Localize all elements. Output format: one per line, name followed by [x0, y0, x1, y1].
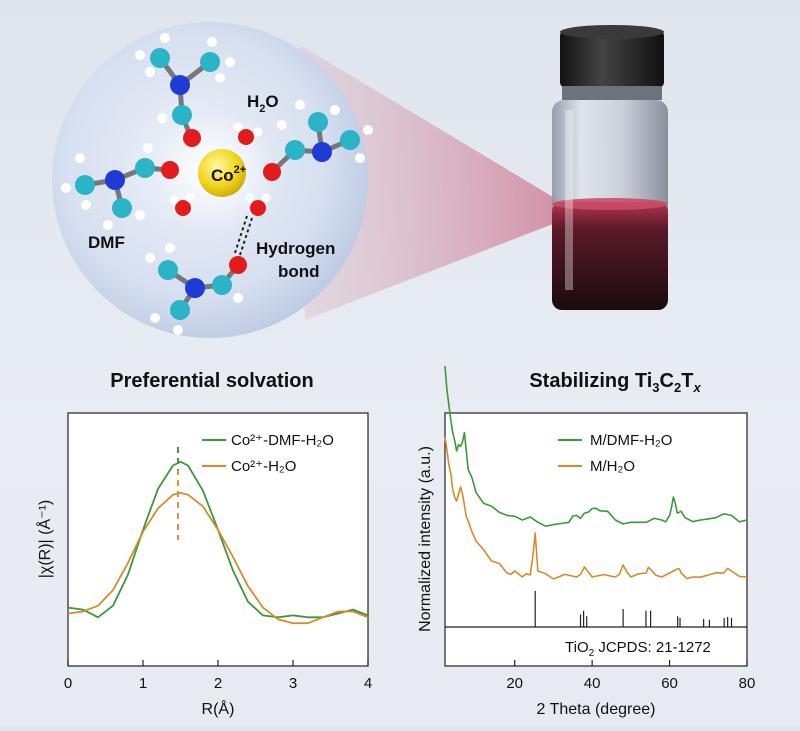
cobalt-ion — [198, 149, 246, 197]
dmf-molecule-top — [135, 33, 235, 147]
xrd-plot-area — [444, 412, 748, 667]
xrd-xlabel: 2 Theta (degree) — [537, 701, 656, 718]
exafs-chart: 0 1 2 3 4 Co²⁺-DMF-H₂O Co²⁺-H₂O R(Å) |χ(R)| … — [35, 412, 372, 718]
xrd-ylabel: Normalized intensity (a.u.) — [417, 446, 434, 632]
xrd-xtick-label: 80 — [739, 675, 756, 692]
exafs-series-1 — [67, 491, 369, 625]
vial-cap — [560, 30, 664, 88]
exafs-xtick-label: 3 — [289, 675, 297, 692]
exafs-xtick-label: 1 — [139, 675, 147, 692]
xrd-xtick-label: 60 — [661, 675, 678, 692]
xrd-xtick-label: 20 — [506, 675, 523, 692]
exafs-legend-green: Co²⁺-DMF-H₂O — [231, 432, 334, 449]
exafs-xtick-label: 4 — [364, 675, 372, 692]
exafs-xlabel: R(Å) — [202, 699, 235, 718]
exafs-xtick-label: 2 — [214, 675, 222, 692]
right-section-title: Stabilizing Ti3C2Tx — [529, 370, 701, 395]
xrd-series-1 — [444, 436, 748, 580]
exafs-plot-area — [67, 412, 369, 667]
cobalt-ion-label: Co2+ — [211, 164, 246, 185]
xrd-legend-green: M/DMF-H₂O — [590, 432, 672, 449]
hydrogen-bond-label-2: bond — [278, 262, 320, 281]
exafs-ylabel: |χ(R)| (Å⁻¹) — [35, 500, 54, 578]
water-molecules — [169, 122, 271, 216]
left-section-title: Preferential solvation — [110, 370, 313, 392]
dmf-molecule-right — [263, 100, 373, 181]
xrd-xtick-label: 40 — [584, 675, 601, 692]
dmf-molecule-bottom — [145, 243, 247, 335]
hydrogen-bond-line — [234, 215, 253, 256]
exafs-legend-orange: Co²⁺-H₂O — [231, 458, 296, 475]
xrd-series-0 — [444, 365, 748, 528]
solvation-illustration: Co2+ H2O DMF Hydrogen bond — [52, 22, 373, 338]
exafs-legend: Co²⁺-DMF-H₂O Co²⁺-H₂O — [202, 432, 334, 475]
water-label: H2O — [247, 92, 279, 115]
dmf-molecule-left — [61, 143, 179, 230]
hydrogen-bond-label-1: Hydrogen — [256, 239, 335, 258]
exafs-xtick-label: 0 — [64, 675, 72, 692]
exafs-series-0 — [67, 460, 369, 619]
xrd-legend: M/DMF-H₂O M/H₂O — [558, 432, 672, 475]
beam-connector — [300, 45, 558, 320]
xrd-reference-label: TiO2 JCPDS: 21-1272 — [565, 639, 711, 659]
xrd-legend-orange: M/H₂O — [590, 458, 635, 475]
vial — [552, 25, 668, 310]
xrd-chart: 20 40 60 80 M/DMF-H₂O M/H₂O TiO2 JCPDS: 21-… — [417, 365, 756, 718]
dmf-label: DMF — [88, 233, 125, 252]
